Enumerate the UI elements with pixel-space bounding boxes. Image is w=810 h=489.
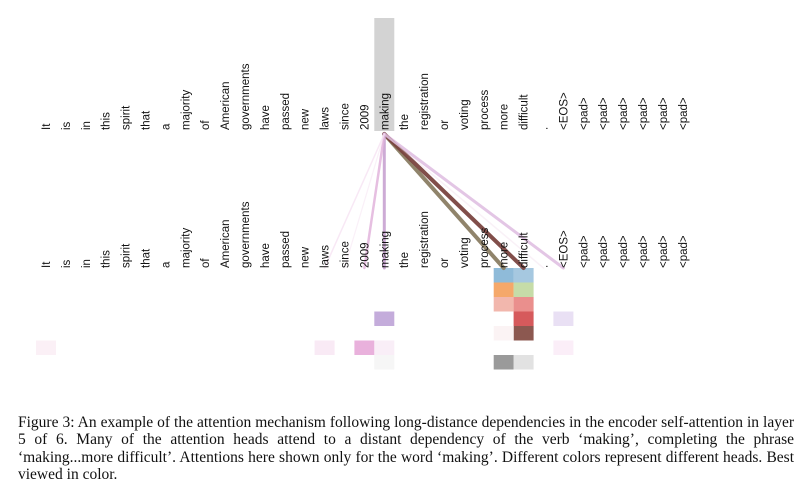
source-token: making: [379, 93, 391, 130]
attention-cell: [374, 311, 395, 326]
target-token: since: [340, 241, 352, 268]
attention-cell: [354, 340, 375, 355]
source-token: difficult: [519, 94, 531, 130]
target-token: process: [479, 227, 491, 268]
target-token: <pad>: [598, 235, 610, 268]
target-token: It: [41, 261, 53, 268]
source-token: a: [160, 123, 172, 130]
target-token: <pad>: [618, 235, 630, 268]
attention-link: [343, 133, 385, 269]
attention-cell: [314, 340, 335, 355]
target-token: difficult: [519, 232, 531, 268]
attention-link: [382, 132, 506, 270]
attention-cell: [513, 282, 534, 297]
source-token: is: [61, 121, 73, 130]
target-token: majority: [180, 227, 192, 268]
attention-cell: [493, 282, 514, 297]
target-token: registration: [419, 211, 431, 268]
source-token: governments: [240, 63, 252, 130]
attention-cell: [513, 311, 534, 326]
attention-cell: [513, 326, 534, 341]
target-token: the: [399, 252, 411, 268]
attention-cell: [553, 340, 574, 355]
source-token: new: [300, 108, 312, 130]
source-token: more: [499, 104, 511, 130]
target-token: of: [200, 258, 212, 268]
attention-link: [383, 133, 545, 269]
target-token: is: [61, 259, 73, 268]
target-token: <pad>: [678, 235, 690, 268]
source-token: that: [141, 110, 153, 130]
source-token: majority: [180, 89, 192, 130]
target-token: more: [499, 242, 511, 268]
attention-cell: [493, 355, 514, 370]
attention-cell: [513, 268, 534, 283]
source-token: .: [539, 127, 551, 130]
target-token: 2009: [359, 242, 371, 268]
source-token: laws: [320, 107, 332, 130]
attention-cell: [513, 355, 534, 370]
attention-cell: [553, 311, 574, 326]
target-token: <pad>: [658, 235, 670, 268]
source-token: have: [260, 105, 272, 130]
source-token: of: [200, 120, 212, 130]
target-token: that: [141, 248, 153, 268]
attention-cell: [493, 297, 514, 312]
figure-caption: Figure 3: An example of the attention me…: [18, 413, 794, 484]
source-token: <pad>: [578, 97, 590, 130]
source-token: in: [81, 121, 93, 130]
target-token: new: [300, 246, 312, 268]
target-token: this: [101, 250, 113, 268]
source-token: <EOS>: [558, 92, 570, 130]
target-token: voting: [459, 237, 471, 268]
source-token: passed: [280, 93, 292, 130]
attention-link: [382, 132, 526, 270]
source-token: the: [399, 114, 411, 130]
attention-link: [323, 133, 386, 269]
source-token: <pad>: [638, 97, 650, 130]
source-token: spirit: [121, 105, 133, 130]
source-token: process: [479, 89, 491, 130]
target-token: <pad>: [578, 235, 590, 268]
source-token: American: [220, 81, 232, 130]
source-token: since: [340, 103, 352, 130]
source-token: voting: [459, 99, 471, 130]
target-token: passed: [280, 231, 292, 268]
attention-cell: [36, 340, 56, 355]
source-token: or: [439, 120, 451, 130]
attention-cell: [374, 340, 395, 355]
source-token: <pad>: [658, 97, 670, 130]
target-token: American: [220, 219, 232, 268]
target-token: governments: [240, 201, 252, 268]
target-token: or: [439, 258, 451, 268]
source-token: It: [41, 123, 53, 130]
attention-cell: [493, 326, 514, 341]
query-token-highlight: [374, 18, 395, 131]
target-token: .: [539, 265, 551, 268]
source-token: registration: [419, 73, 431, 130]
attention-link: [363, 132, 386, 270]
source-token: this: [101, 112, 113, 130]
target-token: laws: [320, 245, 332, 268]
target-token: making: [379, 231, 391, 268]
target-token: <pad>: [638, 235, 650, 268]
target-token: in: [81, 259, 93, 268]
source-token: <pad>: [598, 97, 610, 130]
attention-link: [382, 132, 565, 270]
source-token: <pad>: [678, 97, 690, 130]
target-token: a: [160, 261, 172, 268]
source-token: <pad>: [618, 97, 630, 130]
source-token: 2009: [359, 104, 371, 130]
target-token: <EOS>: [558, 230, 570, 268]
target-token: have: [260, 243, 272, 268]
attention-cell: [493, 268, 514, 283]
attention-cell: [374, 355, 395, 370]
attention-cell: [513, 297, 534, 312]
target-token: spirit: [121, 243, 133, 268]
attention-visualization: It is in this spirit that a majority of American g…: [36, 18, 690, 370]
